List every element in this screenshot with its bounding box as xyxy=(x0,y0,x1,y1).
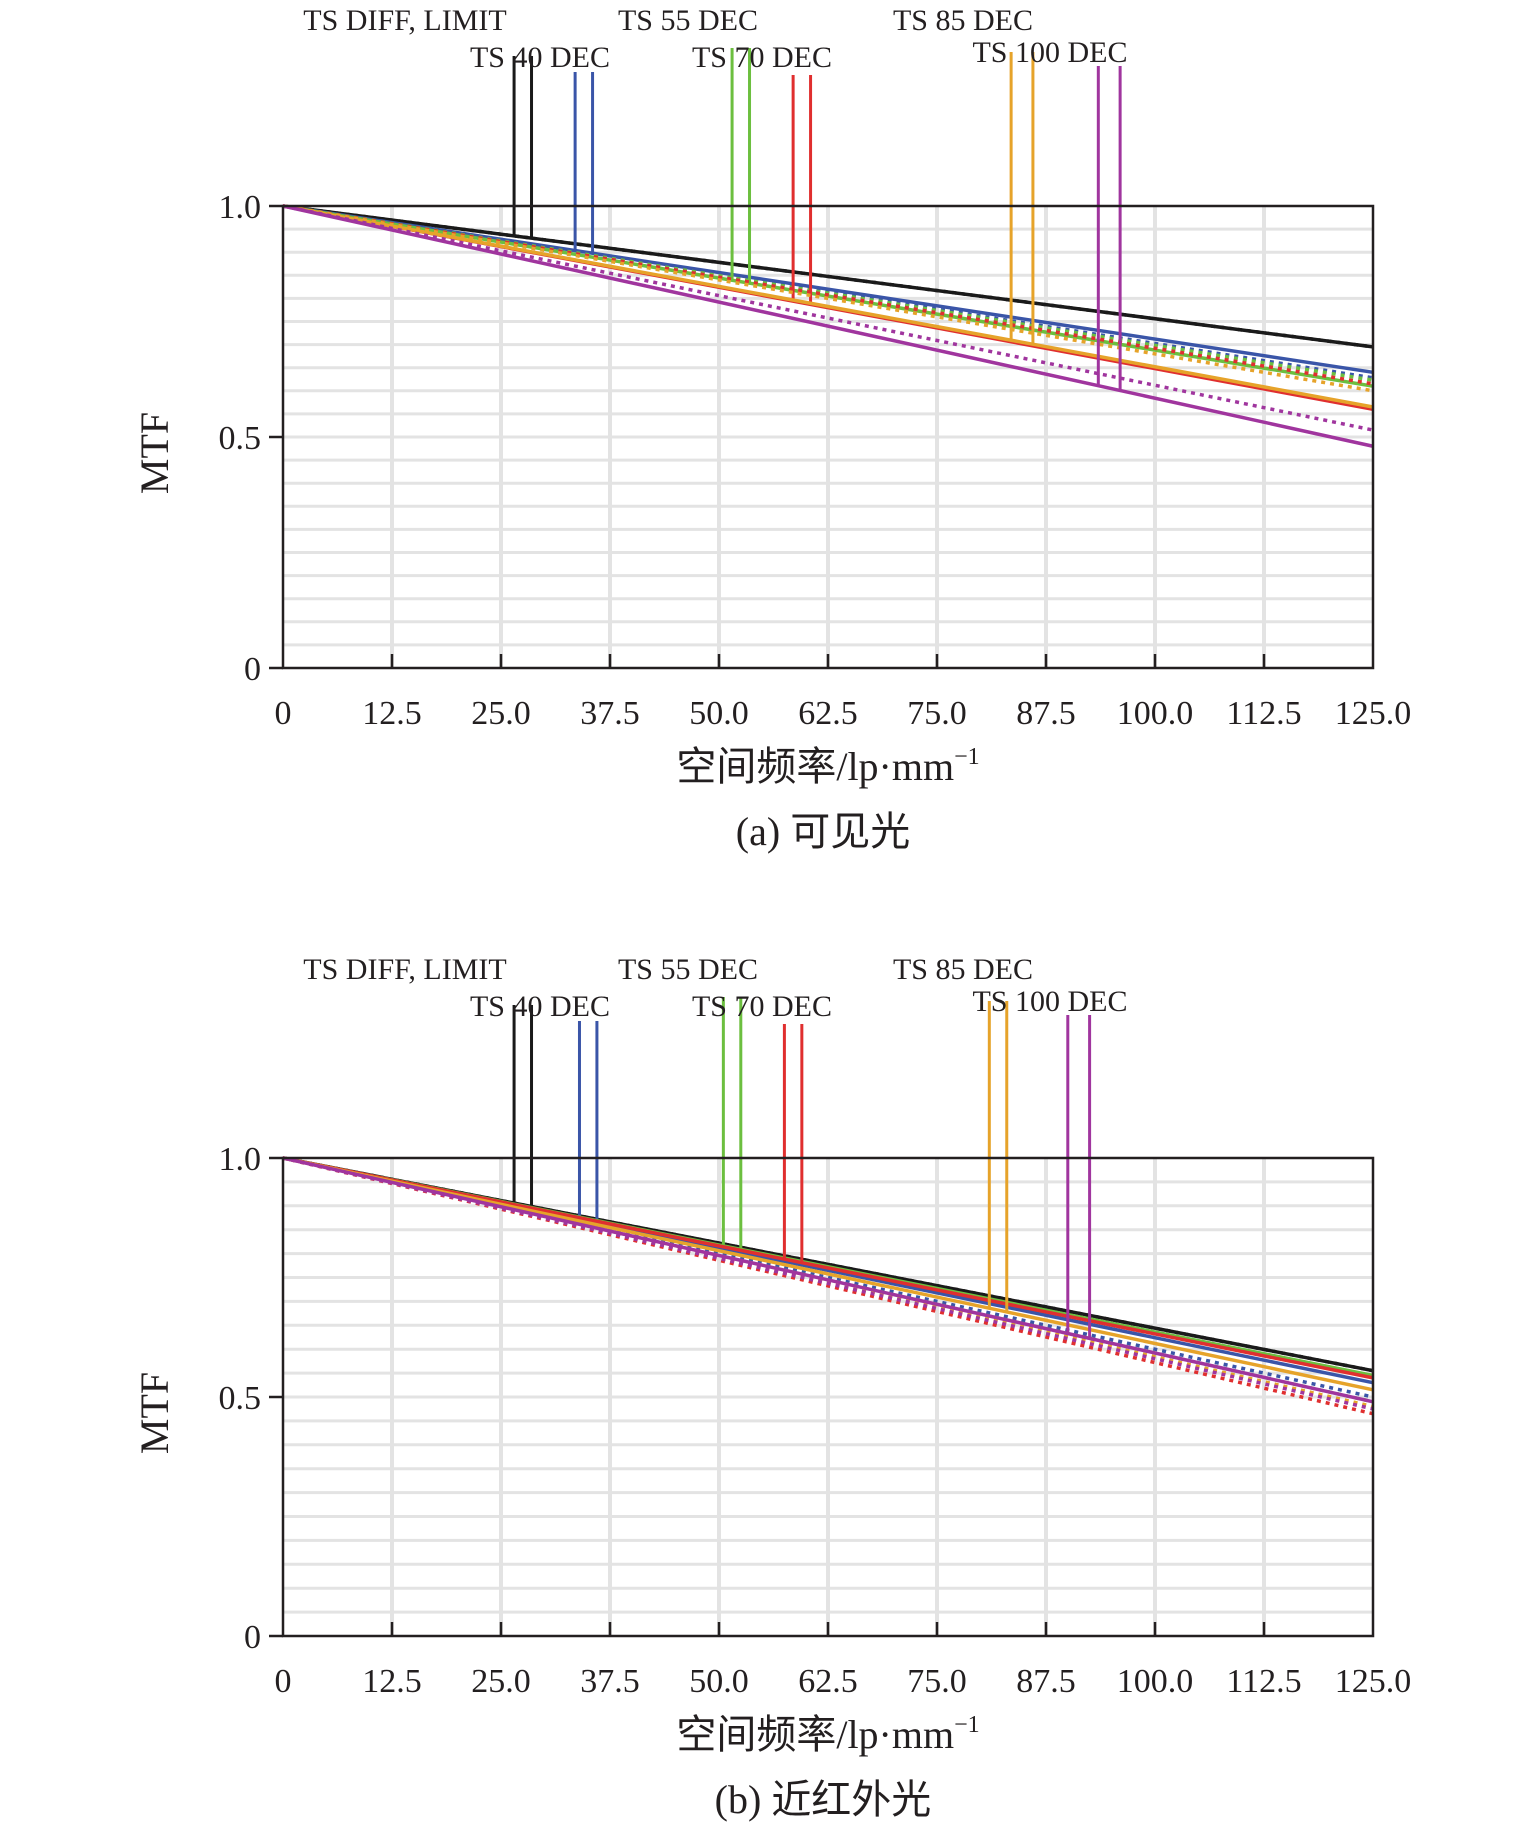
series-line-sagittal xyxy=(282,1156,1374,1416)
legend-label: TS 40 DEC xyxy=(470,41,610,74)
x-tick-label: 100.0 xyxy=(1117,1663,1194,1700)
x-tick-label: 125.0 xyxy=(1335,695,1412,732)
x-tick-label: 12.5 xyxy=(362,695,422,732)
legend-label: TS DIFF, LIMIT xyxy=(303,953,506,986)
x-axis-title-superscript: −1 xyxy=(954,1712,980,1738)
y-axis-title: MTF xyxy=(132,1372,177,1454)
x-tick-label: 37.5 xyxy=(580,695,640,732)
legend-label: TS 85 DEC xyxy=(893,953,1033,986)
series-ts-100-dec: TS 100 DEC xyxy=(282,985,1374,1411)
legend-label: TS 55 DEC xyxy=(618,953,758,986)
y-axis: 0 0.5 1.0 xyxy=(219,189,283,688)
x-tick-label: 25.0 xyxy=(471,695,531,732)
series-line-sagittal xyxy=(282,204,1374,393)
series-ts-diff-limit: TS DIFF, LIMIT xyxy=(282,953,1374,1373)
y-tick-label: 0 xyxy=(244,651,261,688)
series-line-tangential xyxy=(282,204,1374,409)
x-axis-title-text: 空间频率/lp·mm xyxy=(676,1712,954,1757)
chart-caption: (b) 近红外光 xyxy=(715,1777,932,1822)
x-tick-label: 100.0 xyxy=(1117,695,1194,732)
series-line-sagittal xyxy=(282,204,1374,386)
x-axis-title-text: 空间频率/lp·mm xyxy=(676,744,954,789)
x-tick-label: 125.0 xyxy=(1335,1663,1412,1700)
y-tick-label: 1.0 xyxy=(219,1141,262,1178)
x-axis: 0 12.5 25.0 37.5 50.0 62.5 75.0 87.5 100.0 112.5 1… xyxy=(275,1622,1412,1700)
series-line-sagittal xyxy=(282,204,1374,432)
x-tick-label: 87.5 xyxy=(1016,695,1076,732)
x-tick-label: 112.5 xyxy=(1226,695,1301,732)
series-line-tangential xyxy=(282,1156,1374,1404)
y-tick-label: 1.0 xyxy=(219,189,262,226)
y-axis: 0 0.5 1.0 xyxy=(219,1141,283,1656)
x-tick-label: 62.5 xyxy=(798,1663,858,1700)
series-ts-85-dec: TS 85 DEC xyxy=(282,4,1374,409)
x-tick-label: 50.0 xyxy=(689,695,749,732)
x-tick-label: 75.0 xyxy=(907,695,967,732)
x-tick-label: 112.5 xyxy=(1226,1663,1301,1700)
legend-label: TS 55 DEC xyxy=(618,4,758,37)
legend-label: TS 40 DEC xyxy=(470,990,610,1023)
series-line-tangential xyxy=(282,1156,1374,1392)
series-ts-100-dec: TS 100 DEC xyxy=(282,36,1374,448)
series-line-tangential xyxy=(282,204,1374,349)
x-tick-label: 37.5 xyxy=(580,1663,640,1700)
legend-label: TS 85 DEC xyxy=(893,4,1033,37)
y-tick-label: 0 xyxy=(244,1619,261,1656)
series-line-tangential xyxy=(282,204,1374,448)
series-line-sagittal xyxy=(282,1156,1374,1411)
legend-label: TS 70 DEC xyxy=(692,990,832,1023)
legend-label: TS 100 DEC xyxy=(972,985,1127,1018)
y-tick-label: 0.5 xyxy=(219,1380,262,1417)
series-ts-70-dec: TS 70 DEC xyxy=(282,990,1374,1416)
x-axis-title-superscript: −1 xyxy=(954,744,980,770)
y-axis-title: MTF xyxy=(132,412,177,494)
y-tick-label: 0.5 xyxy=(219,420,262,457)
series-line-sagittal xyxy=(282,1156,1374,1399)
x-tick-label: 62.5 xyxy=(798,695,858,732)
x-axis-title: 空间频率/lp·mm−1 xyxy=(676,744,979,789)
x-tick-label: 25.0 xyxy=(471,1663,531,1700)
legend-label: TS 100 DEC xyxy=(972,36,1127,69)
x-tick-label: 0 xyxy=(275,1663,292,1700)
x-tick-label: 87.5 xyxy=(1016,1663,1076,1700)
gridlines xyxy=(283,1158,1373,1636)
series-line-tangential xyxy=(282,1156,1374,1380)
chart-caption: (a) 可见光 xyxy=(736,809,910,854)
legend-label: TS DIFF, LIMIT xyxy=(303,4,506,37)
x-tick-label: 50.0 xyxy=(689,1663,749,1700)
legend-label: TS 70 DEC xyxy=(692,41,832,74)
x-tick-label: 12.5 xyxy=(362,1663,422,1700)
x-axis: 0 12.5 25.0 37.5 50.0 62.5 75.0 87.5 100.0 112.5 1… xyxy=(275,654,1412,732)
x-tick-label: 75.0 xyxy=(907,1663,967,1700)
x-tick-label: 0 xyxy=(275,695,292,732)
x-axis-title: 空间频率/lp·mm−1 xyxy=(676,1712,979,1757)
